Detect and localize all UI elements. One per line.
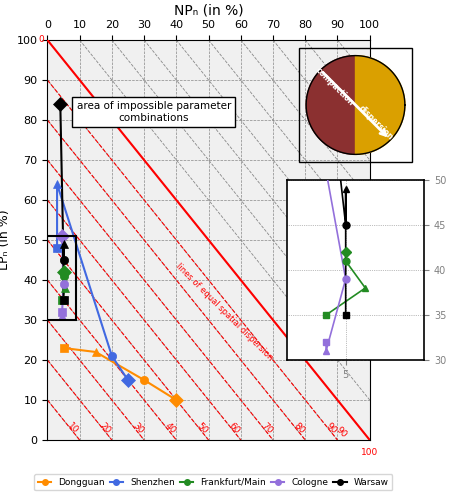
Polygon shape (306, 56, 356, 154)
X-axis label: NPₙ (in %): NPₙ (in %) (174, 4, 243, 18)
Legend: Dongguan, Shenzhen, Frankfurt/Main, Cologne, Warsaw: Dongguan, Shenzhen, Frankfurt/Main, Colo… (34, 474, 392, 490)
Text: 50: 50 (195, 421, 210, 435)
Text: 90: 90 (324, 421, 338, 435)
Polygon shape (356, 56, 405, 154)
Polygon shape (306, 56, 405, 154)
Text: 90: 90 (334, 425, 348, 439)
Text: compaction: compaction (314, 65, 356, 107)
Text: area of impossible parameter
combinations: area of impossible parameter combination… (77, 101, 231, 123)
Bar (47, 236, 76, 320)
Text: 0: 0 (38, 36, 44, 44)
Text: lines of equal spatial dispersion: lines of equal spatial dispersion (174, 262, 275, 362)
Text: 100: 100 (361, 448, 378, 457)
Text: 60: 60 (227, 421, 242, 435)
Text: 10: 10 (66, 421, 81, 435)
Text: 80: 80 (292, 421, 306, 435)
Text: dispersion: dispersion (357, 103, 395, 142)
Text: 30: 30 (130, 421, 145, 435)
Text: 20: 20 (98, 421, 113, 435)
Y-axis label: LPₙ (in %): LPₙ (in %) (0, 210, 11, 270)
Text: 40: 40 (163, 421, 177, 435)
Polygon shape (47, 40, 370, 440)
Text: 70: 70 (259, 421, 274, 435)
